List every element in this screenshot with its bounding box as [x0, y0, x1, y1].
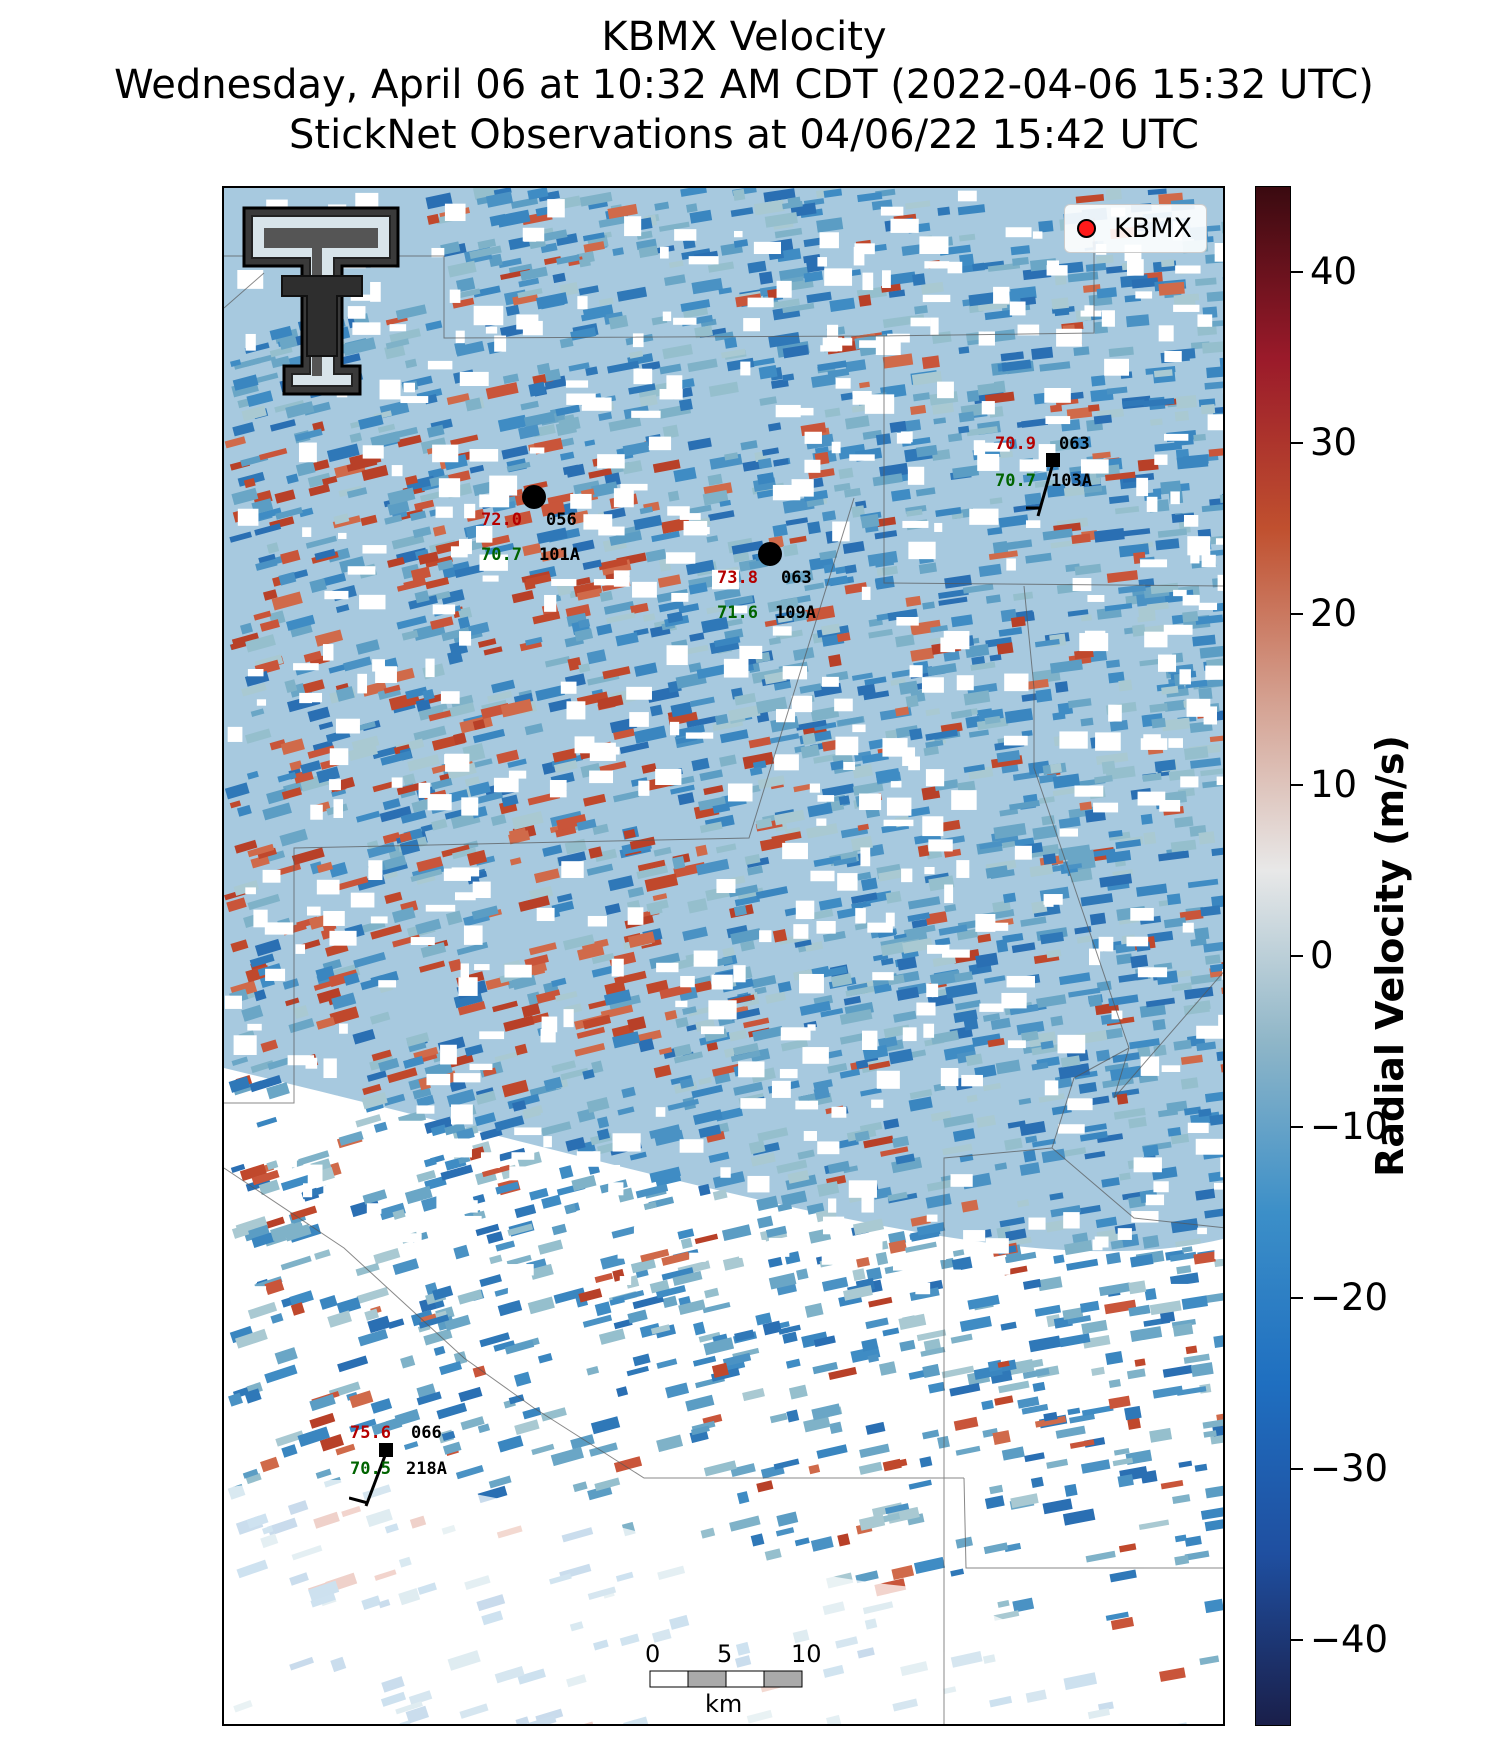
colorbar-tick-label: 20: [1310, 591, 1358, 635]
station-wind-dir: 063: [1059, 434, 1090, 454]
scale-label-10: 10: [791, 1640, 822, 1668]
wind-barb-icon: [349, 1443, 393, 1507]
station-dewpoint: 70.7: [995, 471, 1036, 491]
colorbar-label: Radial Velocity (m/s): [1368, 735, 1412, 1177]
colorbar-tick: [1291, 612, 1303, 615]
colorbar-tick-label: −40: [1310, 1618, 1389, 1662]
colorbar-tick: [1291, 1468, 1303, 1471]
station-temp: 73.8: [717, 568, 758, 588]
scale-unit: km: [705, 1690, 743, 1718]
county-boundaries: [224, 218, 1223, 1724]
scale-label-0: 0: [645, 1640, 661, 1668]
title-line-1: KBMX Velocity: [601, 14, 887, 60]
title-line-2: Wednesday, April 06 at 10:32 AM CDT (202…: [114, 62, 1374, 108]
legend: KBMX: [1063, 204, 1207, 253]
colorbar-tick: [1291, 270, 1303, 273]
colorbar-tick: [1291, 783, 1303, 786]
station-temp: 75.6: [350, 1423, 391, 1443]
station-wind-dir: 056: [546, 510, 577, 530]
colorbar: [1255, 186, 1291, 1726]
colorbar-tick: [1291, 955, 1303, 957]
colorbar-tick-label: −20: [1310, 1276, 1389, 1320]
station-id: 101A: [539, 545, 580, 565]
station-temp: 70.9: [995, 434, 1036, 454]
station-id: 218A: [406, 1459, 447, 1479]
station-dewpoint: 70.7: [481, 545, 522, 565]
station-dewpoint: 71.6: [717, 603, 758, 623]
station-marker-icon: [758, 542, 782, 566]
scale-bar-segments: [649, 1670, 803, 1688]
station-temp: 72.0: [481, 510, 522, 530]
wind-barb-icon: [1026, 453, 1060, 517]
double-t-icon: [242, 206, 400, 396]
colorbar-tick-label: −30: [1310, 1447, 1389, 1491]
station-dewpoint: 70.5: [350, 1459, 391, 1479]
scale-bar: 0 5 10 km: [645, 1640, 899, 1720]
station-wind-dir: 066: [411, 1423, 442, 1443]
colorbar-tick: [1291, 1297, 1303, 1300]
station-wind-dir: 063: [781, 568, 812, 588]
radar-map[interactable]: KBMX 72.0 056 70.7 101A 73.8 063 71.6 10…: [222, 186, 1225, 1726]
station-id: 109A: [775, 603, 816, 623]
colorbar-tick-label: 10: [1310, 762, 1358, 806]
radar-site-marker-icon: [1076, 219, 1096, 238]
colorbar-tick-label: −10: [1310, 1105, 1389, 1149]
colorbar-tick: [1291, 441, 1303, 444]
colorbar-tick: [1291, 1639, 1303, 1642]
title-line-3: StickNet Observations at 04/06/22 15:42 …: [289, 112, 1199, 158]
scale-label-5: 5: [717, 1640, 733, 1668]
station-marker-icon: [522, 485, 546, 509]
velocity-field: [224, 188, 1223, 1724]
legend-label: KBMX: [1113, 213, 1192, 244]
colorbar-tick-label: 40: [1310, 249, 1358, 293]
texas-tech-logo: [242, 206, 402, 396]
colorbar-tick-label: 30: [1310, 420, 1358, 464]
colorbar-tick: [1291, 1126, 1303, 1129]
station-id: 103A: [1051, 471, 1092, 491]
colorbar-tick-label: 0: [1310, 934, 1334, 977]
